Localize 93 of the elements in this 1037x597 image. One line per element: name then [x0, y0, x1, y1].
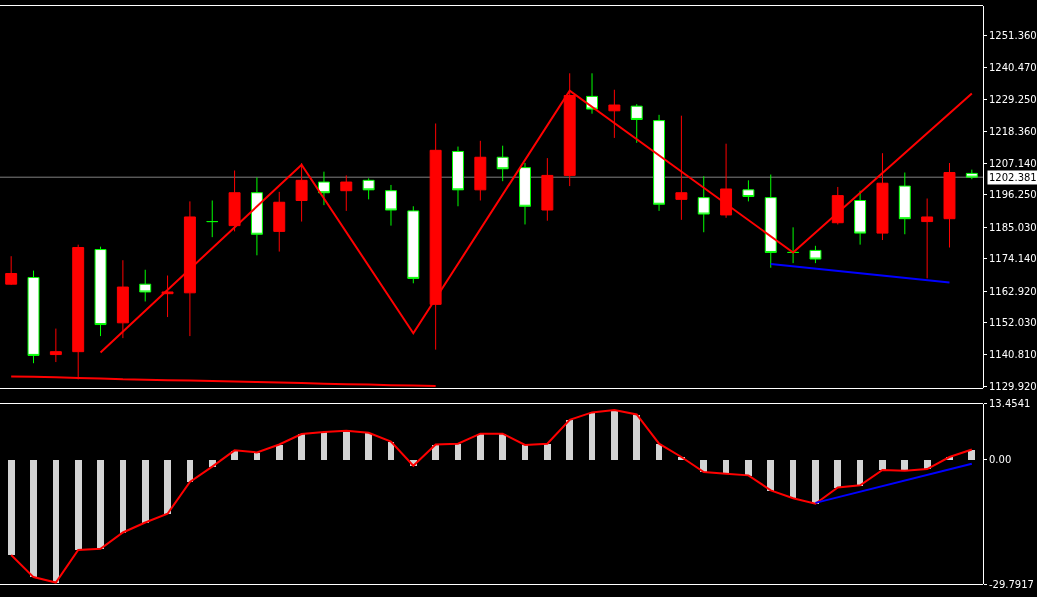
candlestick [809, 245, 822, 264]
bar [879, 459, 886, 470]
y-tick-label: 1229.250 [989, 94, 1037, 106]
candlestick [407, 205, 420, 284]
bar [254, 452, 260, 460]
bar [120, 459, 126, 533]
bar [544, 443, 551, 460]
candlestick [519, 162, 531, 225]
bar [477, 433, 484, 460]
candlestick [653, 114, 666, 212]
bar [142, 459, 149, 523]
y-tick-label: 1218.360 [989, 125, 1037, 137]
candlestick [541, 157, 554, 222]
bar [164, 459, 171, 514]
candlestick [206, 200, 219, 238]
candlestick [898, 172, 911, 235]
candlestick [116, 259, 129, 339]
candlestick [675, 115, 688, 221]
y-tick-label: 1251.360 [989, 30, 1037, 42]
bar [365, 432, 372, 460]
bar [901, 459, 908, 471]
candlestick [787, 226, 800, 264]
bar [298, 433, 305, 460]
candlestick [720, 143, 733, 219]
candlestick [228, 170, 241, 232]
bar [53, 459, 59, 583]
bar [611, 409, 618, 460]
bar [633, 414, 640, 460]
bar [566, 419, 573, 460]
candlestick [161, 275, 174, 318]
bar [723, 459, 729, 474]
y-tick-label: 1152.030 [989, 316, 1037, 328]
bar [321, 431, 327, 460]
bar [187, 459, 193, 482]
line-series [10, 408, 973, 584]
candlestick [831, 186, 844, 225]
candlestick [742, 179, 755, 202]
bar [522, 444, 528, 460]
bar [857, 459, 863, 486]
bar [30, 459, 37, 577]
bar [834, 459, 841, 488]
candlestick [764, 174, 777, 269]
candlestick [452, 146, 464, 207]
bar [812, 459, 819, 504]
bar [343, 430, 350, 460]
bar [75, 459, 82, 550]
candlestick [139, 269, 152, 302]
candlestick [429, 122, 442, 351]
y-tick-label: 1207.140 [989, 157, 1037, 169]
candlestick [183, 200, 196, 337]
candlestick [5, 255, 18, 286]
candlestick [921, 197, 934, 279]
candlestick [273, 191, 286, 253]
bar [968, 449, 975, 460]
y-tick-label: 0.00 [989, 454, 1012, 466]
bar [432, 444, 439, 460]
bar [8, 459, 15, 555]
y-tick-label: 1196.250 [989, 189, 1037, 201]
y-tick-label: 1129.920 [989, 380, 1037, 392]
candlestick [697, 175, 710, 233]
candlestick [876, 152, 889, 241]
bar [589, 412, 595, 460]
y-tick-label: -29.7917 [989, 578, 1034, 590]
candlestick [317, 171, 330, 206]
y-tick-label: 1240.470 [989, 61, 1037, 73]
ref-line-label: 1202.381 [989, 172, 1037, 183]
bar [767, 459, 774, 491]
y-tick-label: 13.4541 [989, 398, 1031, 410]
candlestick [384, 184, 397, 227]
candlestick [474, 140, 487, 202]
y-tick-label: 1140.810 [989, 349, 1037, 361]
bar [745, 459, 752, 476]
candlestick [362, 177, 375, 200]
candlestick [943, 162, 956, 249]
y-tick-label: 1185.030 [989, 221, 1037, 233]
bar [455, 443, 461, 460]
candlestick [27, 270, 40, 364]
candlestick [94, 246, 107, 337]
bar [656, 443, 662, 460]
candlestick [965, 169, 978, 180]
y-tick-label: 1162.920 [989, 285, 1037, 297]
bar [276, 444, 283, 460]
candlestick [854, 190, 867, 246]
candlestick [496, 145, 509, 182]
candlestick [340, 174, 353, 212]
candlestick [49, 328, 62, 363]
bar [97, 459, 104, 549]
bar [499, 433, 506, 460]
candlestick [630, 103, 643, 144]
candlestick [250, 176, 263, 256]
bar [790, 459, 796, 498]
bar [388, 441, 394, 460]
y-tick-label: 1174.140 [989, 253, 1037, 265]
